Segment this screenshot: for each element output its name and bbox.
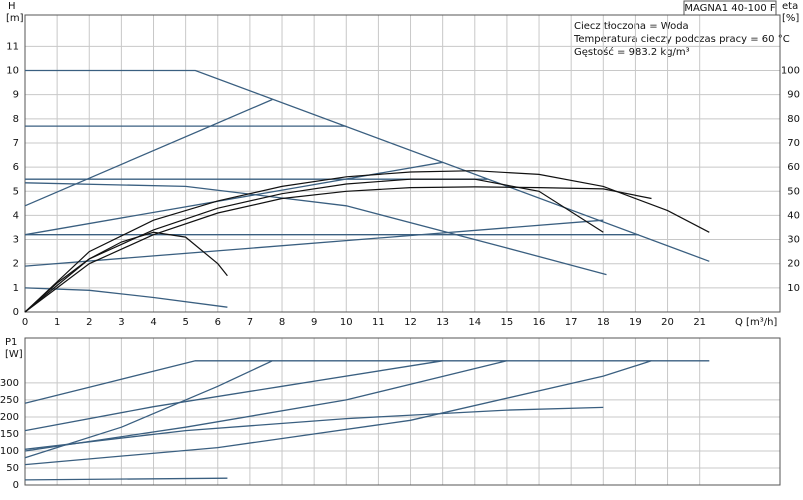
y-tick-label: 250 bbox=[0, 395, 19, 406]
curve bbox=[24, 406, 604, 450]
curve bbox=[24, 231, 228, 313]
y-label: [W] bbox=[5, 349, 23, 360]
x-tick-label: 18 bbox=[597, 317, 610, 328]
y-tick-label: 50 bbox=[6, 463, 19, 474]
x-tick-label: 1 bbox=[54, 317, 60, 328]
plot-frame bbox=[24, 337, 781, 486]
annotation: Ciecz tłoczona = Woda bbox=[574, 21, 689, 32]
y-tick-label: 300 bbox=[0, 378, 19, 389]
curve bbox=[24, 186, 652, 313]
x-tick-label: 6 bbox=[215, 317, 221, 328]
curve bbox=[25, 69, 710, 262]
x-tick-label: 17 bbox=[565, 317, 578, 328]
y-tick-label: 2 bbox=[13, 259, 19, 270]
y2-label: [%] bbox=[782, 13, 799, 24]
curve bbox=[24, 360, 443, 432]
curve bbox=[24, 219, 604, 267]
curve bbox=[24, 182, 607, 276]
y-tick-label: 1 bbox=[13, 283, 19, 294]
y2-tick-label: 40 bbox=[787, 210, 800, 221]
x-tick-label: 15 bbox=[501, 317, 514, 328]
x-tick-label: 19 bbox=[629, 317, 642, 328]
y-label: H bbox=[8, 1, 16, 12]
x-tick-label: 8 bbox=[279, 317, 285, 328]
curve bbox=[24, 287, 228, 308]
x-tick-label: 9 bbox=[311, 317, 317, 328]
x-label: Q [m³/h] bbox=[735, 317, 777, 328]
x-tick-label: 11 bbox=[372, 317, 385, 328]
y-tick-label: 9 bbox=[13, 90, 19, 101]
y-tick-label: 100 bbox=[0, 446, 19, 457]
curve bbox=[24, 360, 273, 459]
x-tick-label: 5 bbox=[182, 317, 188, 328]
y-tick-label: 200 bbox=[0, 412, 19, 423]
y-tick-label: 11 bbox=[6, 41, 19, 52]
y-tick-label: 8 bbox=[13, 114, 19, 125]
y-tick-label: 5 bbox=[13, 186, 19, 197]
x-tick-label: 12 bbox=[404, 317, 417, 328]
y2-tick-label: 100 bbox=[781, 66, 800, 77]
curve bbox=[24, 360, 652, 466]
x-tick-label: 10 bbox=[340, 317, 353, 328]
y-tick-label: 7 bbox=[13, 138, 19, 149]
curve bbox=[24, 360, 710, 404]
annotation: Temperatura cieczy podczas pracy = 60 °C bbox=[573, 34, 790, 45]
x-tick-label: 7 bbox=[247, 317, 253, 328]
y2-tick-label: 80 bbox=[787, 114, 800, 125]
y-label: P1 bbox=[5, 337, 17, 348]
x-tick-label: 20 bbox=[661, 317, 674, 328]
plot-frame bbox=[24, 14, 781, 313]
model-label: MAGNA1 40-100 F bbox=[684, 3, 776, 14]
y2-tick-label: 60 bbox=[787, 162, 800, 173]
x-tick-label: 13 bbox=[436, 317, 449, 328]
y2-label: eta bbox=[782, 1, 798, 12]
y2-tick-label: 10 bbox=[787, 283, 800, 294]
x-tick-label: 2 bbox=[86, 317, 92, 328]
y2-tick-label: 30 bbox=[787, 235, 800, 246]
x-tick-label: 4 bbox=[150, 317, 156, 328]
y-tick-label: 0 bbox=[13, 480, 19, 491]
y2-tick-label: 20 bbox=[787, 259, 800, 270]
y2-tick-label: 50 bbox=[787, 186, 800, 197]
curve bbox=[24, 477, 228, 481]
x-tick-label: 14 bbox=[468, 317, 481, 328]
y-tick-label: 4 bbox=[13, 210, 19, 221]
y-tick-label: 3 bbox=[13, 235, 19, 246]
y-tick-label: 10 bbox=[6, 66, 19, 77]
y-label: [m] bbox=[6, 13, 24, 24]
curve bbox=[24, 161, 443, 236]
y-tick-label: 150 bbox=[0, 429, 19, 440]
annotation: Gęstość = 983.2 kg/m³ bbox=[574, 46, 690, 58]
curve bbox=[24, 360, 508, 452]
y-tick-label: 6 bbox=[13, 162, 19, 173]
x-tick-label: 21 bbox=[693, 317, 706, 328]
y-tick-label: 0 bbox=[13, 307, 19, 318]
x-tick-label: 16 bbox=[533, 317, 546, 328]
curve bbox=[24, 98, 273, 207]
x-tick-label: 0 bbox=[22, 317, 28, 328]
y2-tick-label: 70 bbox=[787, 138, 800, 149]
y2-tick-label: 90 bbox=[787, 90, 800, 101]
curve bbox=[24, 178, 604, 313]
x-tick-label: 3 bbox=[118, 317, 124, 328]
